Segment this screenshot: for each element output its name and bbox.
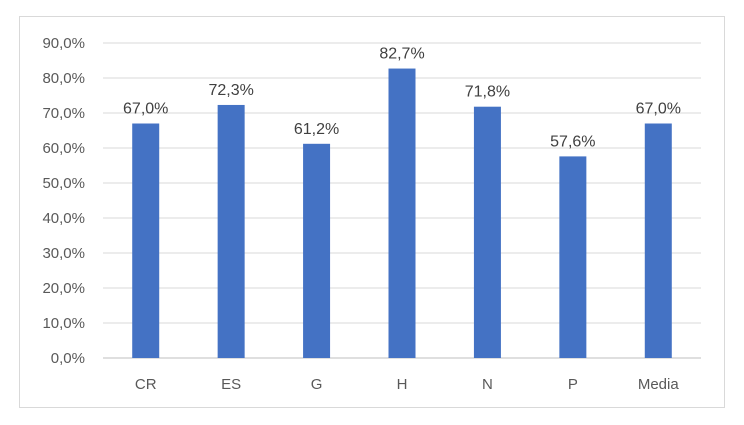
bar-p — [559, 156, 587, 358]
bar-es — [217, 104, 245, 358]
y-tick-label: 60,0% — [42, 140, 85, 157]
bar-cr — [132, 123, 160, 358]
y-axis-tick-labels: 0,0% 10,0% 20,0% 30,0% 40,0% 50,0% 60,0% 70,0% 8… — [42, 35, 85, 367]
y-tick-label: 90,0% — [42, 35, 85, 52]
y-tick-label: 70,0% — [42, 105, 85, 122]
y-tick-label: 0,0% — [51, 350, 85, 367]
bar-media — [644, 123, 672, 358]
bar-g — [303, 143, 331, 358]
x-tick-label-n: N — [482, 376, 493, 393]
data-labels: 67,0% 72,3% 61,2% 82,7% 71,8% 57,6% 67,0% — [123, 46, 681, 151]
data-label-n: 71,8% — [465, 84, 510, 101]
y-tick-label: 30,0% — [42, 245, 85, 262]
bars — [132, 68, 672, 359]
data-label-media: 67,0% — [636, 101, 681, 118]
data-label-es: 72,3% — [208, 82, 253, 99]
x-tick-label-p: P — [568, 376, 578, 393]
bar-h — [388, 68, 416, 359]
y-tick-label: 80,0% — [42, 70, 85, 87]
data-label-h: 82,7% — [379, 46, 424, 63]
data-label-g: 61,2% — [294, 121, 339, 138]
data-label-p: 57,6% — [550, 133, 595, 150]
x-tick-label-cr: CR — [135, 376, 157, 393]
y-tick-label: 50,0% — [42, 175, 85, 192]
x-tick-label-h: H — [397, 376, 408, 393]
data-label-cr: 67,0% — [123, 101, 168, 118]
x-tick-label-media: Media — [638, 376, 680, 393]
x-tick-label-es: ES — [221, 376, 241, 393]
y-tick-label: 40,0% — [42, 210, 85, 227]
bar-n — [473, 106, 501, 358]
x-axis-tick-labels: CR ES G H N P Media — [135, 376, 679, 393]
y-tick-label: 20,0% — [42, 280, 85, 297]
y-tick-label: 10,0% — [42, 315, 85, 332]
x-tick-label-g: G — [311, 376, 323, 393]
